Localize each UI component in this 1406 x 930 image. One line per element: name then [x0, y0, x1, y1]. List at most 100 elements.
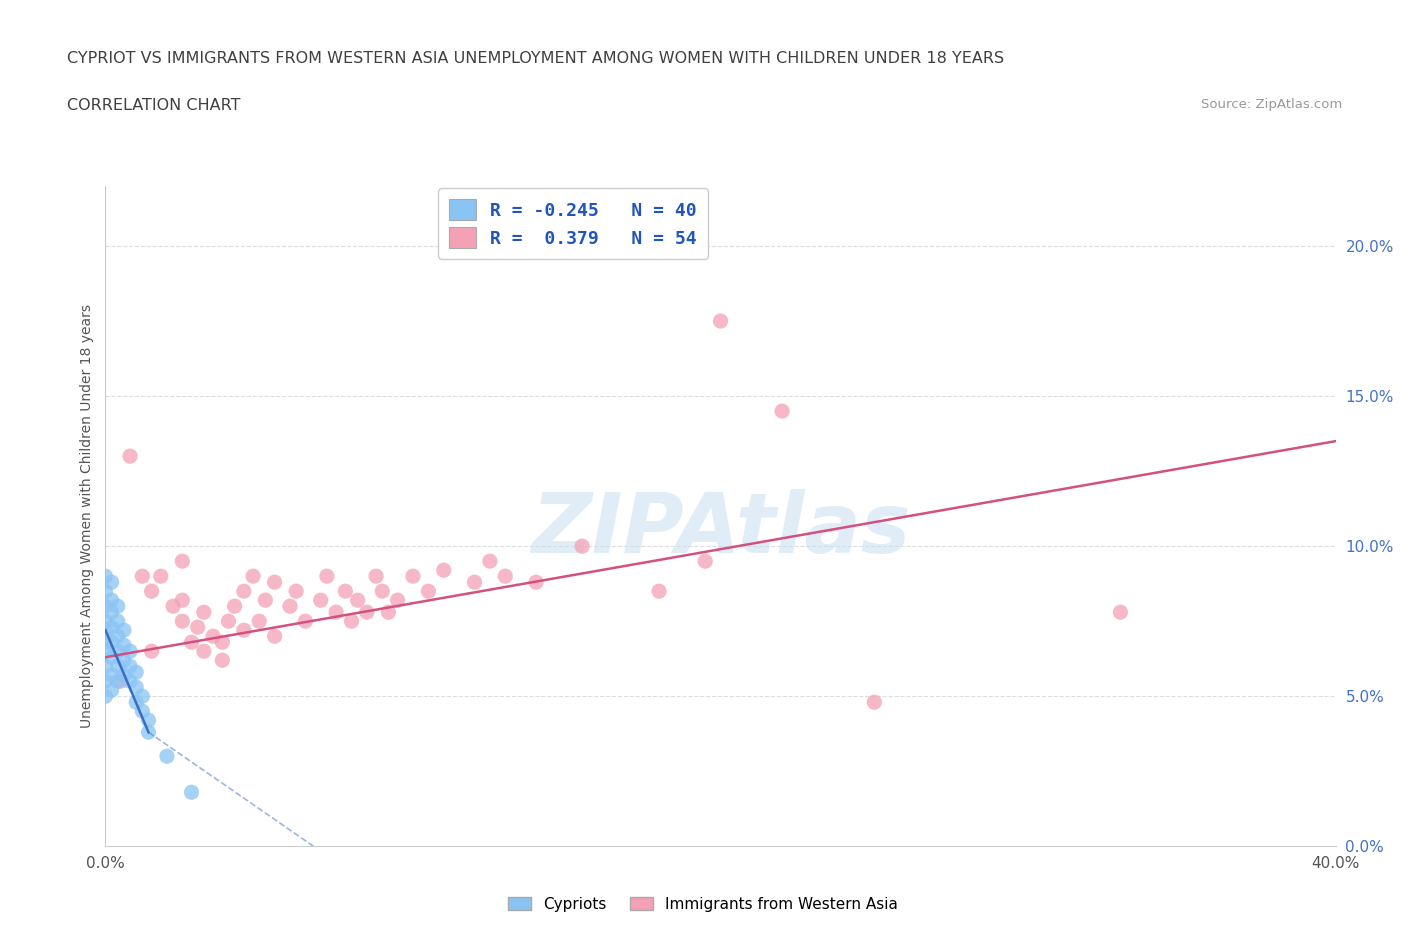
Point [94, 658, 117, 673]
Point [340, 614, 363, 629]
Point [107, 644, 129, 658]
Point [218, 614, 240, 629]
Point [211, 635, 233, 650]
Point [247, 614, 270, 629]
Point [120, 658, 141, 673]
Point [524, 575, 547, 590]
Point [100, 604, 122, 619]
Point [120, 644, 141, 658]
Legend: R = -0.245   N = 40, R =  0.379   N = 54: R = -0.245 N = 40, R = 0.379 N = 54 [439, 189, 707, 259]
Text: Source: ZipAtlas.com: Source: ZipAtlas.com [1202, 98, 1343, 111]
Y-axis label: Unemployment Among Women with Children Under 18 years: Unemployment Among Women with Children U… [80, 304, 94, 728]
Point [202, 629, 225, 644]
Point [278, 599, 301, 614]
Point [1109, 604, 1132, 619]
Point [100, 592, 122, 607]
Point [107, 658, 129, 673]
Point [315, 569, 337, 584]
Point [356, 604, 378, 619]
Point [107, 614, 129, 629]
Point [571, 538, 593, 553]
Point [263, 629, 285, 644]
Point [309, 592, 332, 607]
Point [156, 749, 179, 764]
Point [254, 592, 277, 607]
Point [112, 668, 135, 683]
Point [294, 614, 316, 629]
Point [112, 638, 135, 653]
Point [94, 614, 117, 629]
Point [263, 575, 285, 590]
Text: ZIPAtlas: ZIPAtlas [531, 489, 910, 570]
Point [193, 604, 215, 619]
Point [94, 599, 117, 614]
Point [107, 599, 129, 614]
Point [648, 584, 671, 599]
Point [110, 673, 132, 688]
Point [107, 629, 129, 644]
Point [94, 569, 117, 584]
Point [377, 604, 399, 619]
Point [464, 575, 486, 590]
Point [131, 704, 153, 719]
Point [120, 673, 141, 688]
Point [107, 673, 129, 688]
Point [494, 569, 516, 584]
Point [418, 584, 440, 599]
Point [112, 623, 135, 638]
Point [138, 724, 160, 739]
Point [232, 623, 254, 638]
Text: CYPRIOT VS IMMIGRANTS FROM WESTERN ASIA UNEMPLOYMENT AMONG WOMEN WITH CHILDREN U: CYPRIOT VS IMMIGRANTS FROM WESTERN ASIA … [67, 51, 1005, 66]
Point [131, 569, 153, 584]
Point [863, 695, 886, 710]
Point [180, 635, 202, 650]
Point [94, 623, 117, 638]
Point [172, 614, 194, 629]
Point [478, 553, 501, 568]
Point [100, 683, 122, 698]
Point [138, 712, 160, 727]
Point [335, 584, 357, 599]
Point [285, 584, 308, 599]
Legend: Cypriots, Immigrants from Western Asia: Cypriots, Immigrants from Western Asia [502, 890, 904, 918]
Point [387, 592, 409, 607]
Point [695, 553, 717, 568]
Point [180, 785, 202, 800]
Point [100, 668, 122, 683]
Point [211, 653, 233, 668]
Point [94, 584, 117, 599]
Point [125, 680, 148, 695]
Point [100, 619, 122, 634]
Point [172, 553, 194, 568]
Point [364, 569, 387, 584]
Point [371, 584, 394, 599]
Point [187, 619, 209, 634]
Point [141, 644, 163, 658]
Point [433, 563, 456, 578]
Point [100, 575, 122, 590]
Point [100, 635, 122, 650]
Point [94, 635, 117, 650]
Point [402, 569, 425, 584]
Point [112, 653, 135, 668]
Point [224, 599, 246, 614]
Point [193, 644, 215, 658]
Point [120, 448, 141, 463]
Point [125, 665, 148, 680]
Point [94, 644, 117, 658]
Point [162, 599, 184, 614]
Point [141, 584, 163, 599]
Text: CORRELATION CHART: CORRELATION CHART [67, 98, 240, 113]
Point [94, 673, 117, 688]
Point [346, 592, 368, 607]
Point [149, 569, 172, 584]
Point [131, 689, 153, 704]
Point [710, 313, 733, 328]
Point [94, 689, 117, 704]
Point [125, 695, 148, 710]
Point [770, 404, 793, 418]
Point [325, 604, 347, 619]
Point [172, 592, 194, 607]
Point [232, 584, 254, 599]
Point [242, 569, 264, 584]
